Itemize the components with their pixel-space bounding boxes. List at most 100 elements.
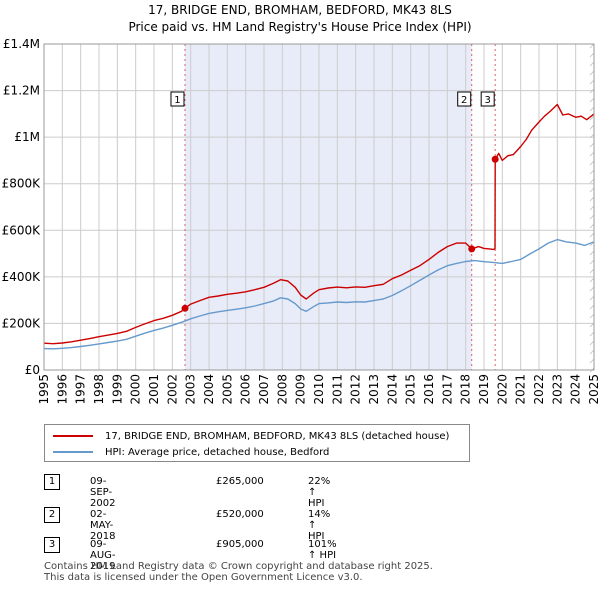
- x-tick-label: 2025: [587, 374, 600, 405]
- future-hatch: [589, 151, 595, 157]
- future-hatch: [589, 43, 595, 49]
- x-tick-label: 2018: [459, 374, 473, 405]
- x-tick-label: 1997: [74, 374, 88, 405]
- future-hatch: [589, 160, 595, 166]
- chart-subtitle: Price paid vs. HM Land Registry's House …: [128, 20, 471, 34]
- sale-label-box: [170, 91, 185, 107]
- future-hatch: [589, 124, 595, 130]
- x-tick-label: 1995: [37, 374, 51, 405]
- x-tick-label: 2023: [550, 374, 564, 405]
- future-hatch: [589, 142, 595, 148]
- x-tick-label: 2011: [330, 374, 344, 405]
- future-hatch: [589, 133, 595, 139]
- footer-licence: This data is licensed under the Open Gov…: [44, 572, 363, 583]
- x-tick-label: 2016: [422, 374, 436, 405]
- x-tick-label: 2007: [257, 374, 271, 405]
- future-hatch: [589, 79, 595, 85]
- x-tick-label: 2014: [385, 374, 399, 405]
- x-tick-label: 2002: [165, 374, 179, 405]
- x-tick-label: 1999: [110, 374, 124, 405]
- sale-number: 3: [44, 537, 60, 553]
- x-tick-label: 2004: [202, 374, 216, 405]
- future-hatch: [589, 232, 595, 238]
- sale-label: 2: [461, 95, 467, 106]
- x-tick-label: 2010: [312, 374, 326, 405]
- legend-item-price: 17, BRIDGE END, BROMHAM, BEDFORD, MK43 8…: [53, 428, 449, 444]
- future-hatch: [589, 187, 595, 193]
- legend-label-hpi: HPI: Average price, detached house, Bedf…: [105, 446, 330, 458]
- x-tick-label: 2015: [404, 374, 418, 405]
- future-hatch: [589, 331, 595, 337]
- sale-point: [491, 155, 499, 163]
- sale-price: £265,000: [216, 476, 264, 487]
- sale-hpi: 14% ↑ HPI: [308, 509, 331, 542]
- legend-label-price: 17, BRIDGE END, BROMHAM, BEDFORD, MK43 8…: [105, 430, 450, 442]
- y-tick-label: £800K: [2, 177, 42, 191]
- future-hatch: [589, 196, 595, 202]
- x-tick-label: 2005: [220, 374, 234, 405]
- y-tick-label: £200K: [2, 316, 42, 330]
- sale-date: 02-MAY-2018: [90, 509, 116, 542]
- x-tick-label: 2019: [477, 374, 491, 405]
- sale-point: [181, 304, 189, 312]
- x-tick-label: 2013: [367, 374, 381, 405]
- x-tick-label: 2021: [514, 374, 528, 405]
- future-hatch: [589, 295, 595, 301]
- sale-label: 1: [174, 95, 180, 106]
- sale-label-box: [480, 91, 495, 107]
- legend-item-hpi: HPI: Average price, detached house, Bedf…: [53, 444, 329, 460]
- future-hatch: [589, 223, 595, 229]
- footer: Contains HM Land Registry data © Crown c…: [44, 561, 433, 583]
- sale-hpi: 22% ↑ HPI: [308, 476, 331, 509]
- future-hatch: [589, 268, 595, 274]
- legend-swatch-hpi: [53, 451, 93, 453]
- future-hatch: [589, 259, 595, 265]
- sale-number: 2: [44, 507, 60, 523]
- y-tick-label: £0: [25, 363, 40, 377]
- x-tick-label: 2024: [569, 374, 583, 405]
- plot-frame: [43, 43, 595, 371]
- sale-label-box: [457, 91, 472, 107]
- footer-copyright: Contains HM Land Registry data © Crown c…: [44, 561, 433, 572]
- future-hatch: [589, 313, 595, 319]
- y-tick-label: £1.2M: [3, 84, 40, 98]
- legend-swatch-price: [53, 435, 93, 437]
- future-hatch: [589, 286, 595, 292]
- legend: 17, BRIDGE END, BROMHAM, BEDFORD, MK43 8…: [44, 424, 470, 462]
- y-tick-label: £1.4M: [3, 37, 40, 51]
- future-hatch: [589, 52, 595, 58]
- sale-label: 3: [484, 95, 490, 106]
- future-hatch: [589, 115, 595, 121]
- sale-price: £520,000: [216, 509, 264, 520]
- sale-hpi: 101% ↑ HPI: [308, 539, 337, 561]
- price-chart: 17, BRIDGE END, BROMHAM, BEDFORD, MK43 8…: [2, 3, 600, 405]
- future-hatch: [589, 340, 595, 346]
- future-hatch: [589, 61, 595, 67]
- x-tick-label: 1998: [92, 374, 106, 405]
- x-tick-label: 1996: [55, 374, 69, 405]
- sale-point: [468, 245, 476, 253]
- sale-price: £905,000: [216, 539, 264, 550]
- future-hatch: [589, 304, 595, 310]
- future-hatch: [589, 106, 595, 112]
- future-hatch: [589, 214, 595, 220]
- x-tick-label: 2017: [440, 374, 454, 405]
- x-tick-label: 2006: [239, 374, 253, 405]
- future-hatch: [589, 358, 595, 364]
- x-tick-label: 2003: [184, 374, 198, 405]
- future-hatch: [589, 70, 595, 76]
- sale-date: 09-AUG-2019: [90, 539, 116, 572]
- price-paid-line: [43, 103, 595, 345]
- future-hatch: [589, 205, 595, 211]
- future-hatch: [589, 88, 595, 94]
- future-hatch: [589, 97, 595, 103]
- x-tick-label: 2009: [294, 374, 308, 405]
- future-hatch: [589, 349, 595, 355]
- x-tick-label: 2020: [495, 374, 509, 405]
- x-tick-label: 2022: [532, 374, 546, 405]
- x-tick-label: 2012: [349, 374, 363, 405]
- future-hatch: [589, 322, 595, 328]
- future-hatch: [589, 250, 595, 256]
- x-tick-label: 2001: [147, 374, 161, 405]
- future-hatch: [589, 277, 595, 283]
